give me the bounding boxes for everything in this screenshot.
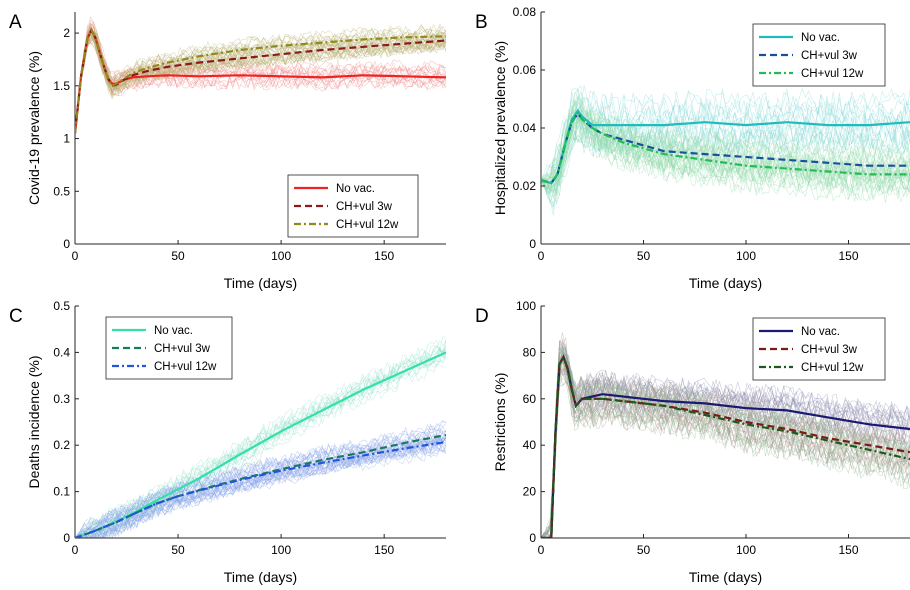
y-tick-label: 0.5 <box>53 184 70 198</box>
legend-label: CH+vul 3w <box>336 201 393 213</box>
y-tick-label: 2 <box>63 26 70 40</box>
y-tick-label: 0.5 <box>53 299 70 313</box>
y-tick-label: 40 <box>523 438 537 452</box>
y-tick-label: 0.08 <box>513 5 537 19</box>
simulation-runs <box>75 336 446 538</box>
y-tick-label: 0.02 <box>513 179 537 193</box>
series-line <box>75 27 446 134</box>
legend-label: No vac. <box>336 183 375 195</box>
y-axis-label: Restrictions (%) <box>492 373 508 472</box>
x-tick-label: 50 <box>171 543 185 557</box>
x-tick-label: 0 <box>538 249 545 263</box>
legend: No vac. CH+vul 3w CH+vul 12w <box>287 174 419 238</box>
y-axis-label: Deaths incidence (%) <box>26 355 42 488</box>
legend-label: No vac. <box>801 32 840 44</box>
series-line <box>541 354 910 538</box>
legend: No vac. CH+vul 3w CH+vul 12w <box>752 23 886 87</box>
x-tick-label: 100 <box>271 249 291 263</box>
panel-d: 0 50 100 150 0 20 40 60 80 100 Time (days) Restrict… <box>475 299 910 585</box>
y-axis-label: Covid-19 prevalence (%) <box>26 51 42 205</box>
x-tick-label: 150 <box>838 249 858 263</box>
x-tick-label: 50 <box>637 543 651 557</box>
x-tick-label: 50 <box>637 249 651 263</box>
y-tick-label: 0.04 <box>513 121 537 135</box>
y-tick-label: 0.06 <box>513 63 537 77</box>
series-line <box>541 111 910 185</box>
y-tick-label: 20 <box>523 485 537 499</box>
x-tick-label: 0 <box>72 543 79 557</box>
y-tick-label: 0.2 <box>53 438 70 452</box>
simulation-runs <box>541 85 910 216</box>
y-tick-label: 1 <box>63 132 70 146</box>
series-line <box>75 440 446 538</box>
x-axis-label: Time (days) <box>224 569 297 585</box>
x-tick-label: 50 <box>171 249 185 263</box>
panel-label: A <box>9 12 22 33</box>
y-tick-label: 0 <box>63 237 70 251</box>
y-tick-label: 0.3 <box>53 392 70 406</box>
legend-label: CH+vul 12w <box>154 361 217 373</box>
x-tick-label: 150 <box>374 249 394 263</box>
legend-label: CH+vul 3w <box>154 343 211 355</box>
series-line <box>75 433 446 538</box>
legend-label: CH+vul 12w <box>336 219 399 231</box>
x-tick-label: 100 <box>271 543 291 557</box>
legend-label: No vac. <box>154 325 193 337</box>
panel-label: C <box>9 306 23 327</box>
y-tick-label: 0 <box>529 531 536 545</box>
y-axis-label: Hospitalized prevalence (%) <box>492 41 508 215</box>
x-tick-label: 100 <box>736 249 756 263</box>
x-axis-label: Time (days) <box>689 569 762 585</box>
legend-label: CH+vul 3w <box>801 344 858 356</box>
legend: No vac. CH+vul 3w CH+vul 12w <box>752 317 886 381</box>
panel-c: 0 50 100 150 0 0.1 0.2 0.3 0.4 0.5 Time (days) Deat… <box>9 299 446 585</box>
legend: No vac. CH+vul 3w CH+vul 12w <box>105 316 233 380</box>
x-tick-label: 150 <box>374 543 394 557</box>
panel-b: 0 50 100 150 0 0.02 0.04 0.06 0.08 Time (days) Hos… <box>475 5 910 291</box>
y-tick-label: 100 <box>516 299 536 313</box>
x-tick-label: 0 <box>72 249 79 263</box>
legend-label: CH+vul 12w <box>801 68 864 80</box>
y-tick-label: 1.5 <box>53 79 70 93</box>
x-tick-label: 150 <box>838 543 858 557</box>
x-axis-label: Time (days) <box>689 275 762 291</box>
y-tick-label: 0 <box>63 531 70 545</box>
x-axis-label: Time (days) <box>224 275 297 291</box>
y-tick-label: 0.4 <box>53 345 70 359</box>
panel-label: D <box>475 306 489 327</box>
y-tick-label: 0 <box>529 237 536 251</box>
y-tick-label: 0.1 <box>53 485 70 499</box>
x-tick-label: 100 <box>736 543 756 557</box>
legend-label: CH+vul 12w <box>801 362 864 374</box>
legend-label: CH+vul 3w <box>801 50 858 62</box>
y-tick-label: 60 <box>523 392 537 406</box>
panel-a: 0 50 100 150 0 0.5 1 1.5 2 Time (days) Covid-19 pr… <box>9 12 446 291</box>
x-tick-label: 0 <box>538 543 545 557</box>
panel-label: B <box>475 12 488 33</box>
y-tick-label: 80 <box>523 345 537 359</box>
legend-label: No vac. <box>801 326 840 338</box>
